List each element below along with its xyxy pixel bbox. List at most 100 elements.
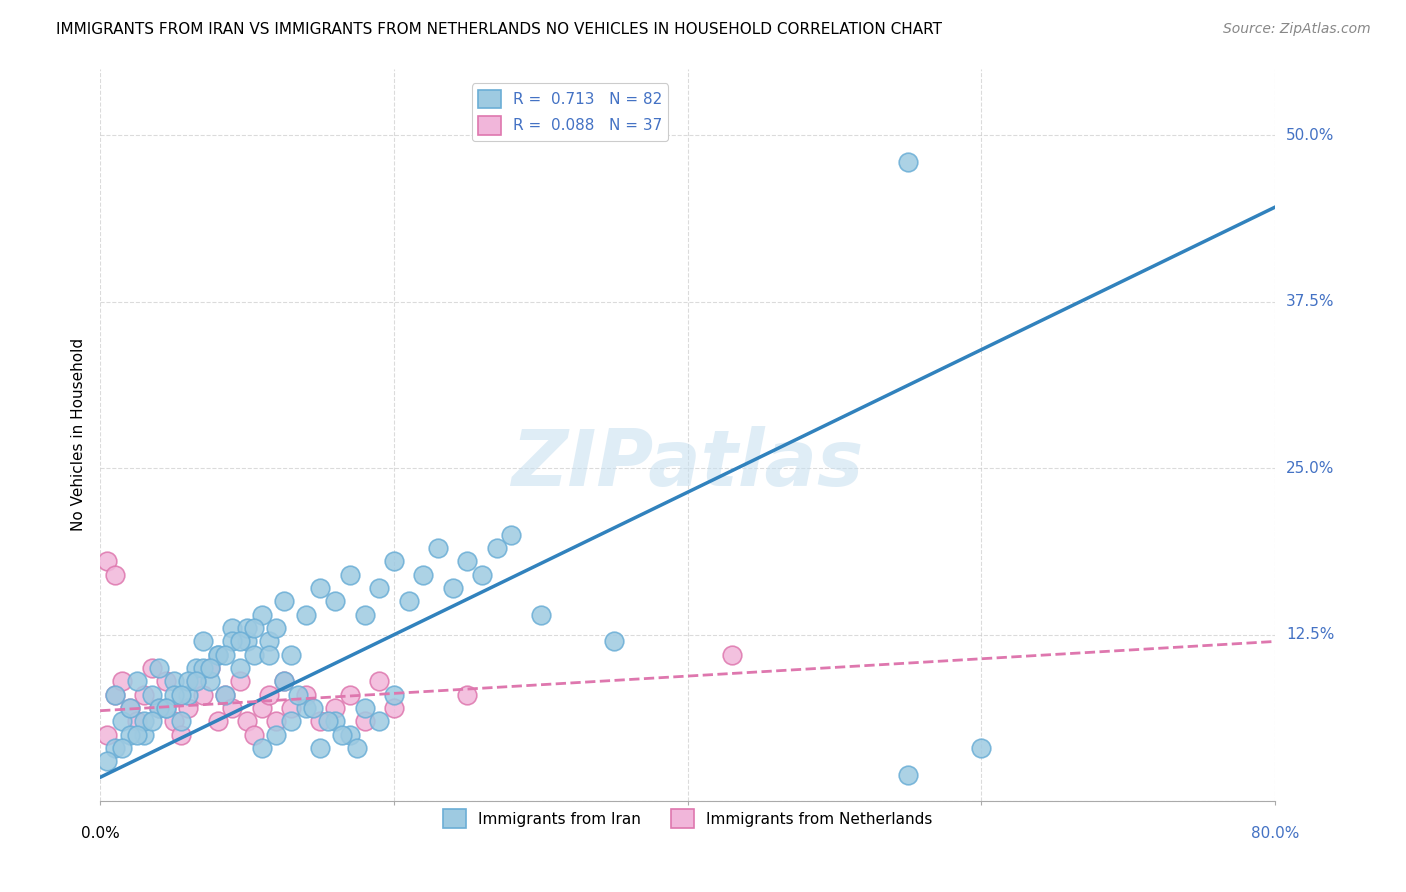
Point bbox=[382, 554, 405, 568]
Point bbox=[177, 688, 200, 702]
Point bbox=[236, 621, 259, 635]
Point bbox=[214, 648, 236, 662]
Point bbox=[339, 688, 361, 702]
Point bbox=[125, 728, 148, 742]
Point bbox=[501, 528, 523, 542]
Point bbox=[353, 714, 375, 729]
Point bbox=[207, 648, 229, 662]
Point bbox=[257, 634, 280, 648]
Point bbox=[280, 648, 302, 662]
Point bbox=[184, 674, 207, 689]
Point bbox=[141, 714, 163, 729]
Point bbox=[332, 728, 354, 742]
Point bbox=[236, 634, 259, 648]
Point bbox=[273, 674, 295, 689]
Text: 25.0%: 25.0% bbox=[1286, 461, 1334, 475]
Point bbox=[162, 714, 184, 729]
Point bbox=[155, 701, 177, 715]
Point bbox=[398, 594, 420, 608]
Point bbox=[302, 701, 325, 715]
Y-axis label: No Vehicles in Household: No Vehicles in Household bbox=[72, 338, 86, 532]
Point bbox=[104, 741, 127, 756]
Point bbox=[148, 701, 170, 715]
Point bbox=[96, 728, 118, 742]
Point bbox=[228, 661, 250, 675]
Point bbox=[162, 674, 184, 689]
Point bbox=[287, 688, 309, 702]
Text: 37.5%: 37.5% bbox=[1286, 294, 1334, 310]
Point bbox=[323, 594, 346, 608]
Point bbox=[221, 701, 243, 715]
Point bbox=[339, 728, 361, 742]
Point bbox=[250, 741, 273, 756]
Point bbox=[257, 648, 280, 662]
Text: ZIPatlas: ZIPatlas bbox=[512, 426, 863, 502]
Point bbox=[118, 728, 141, 742]
Point bbox=[148, 701, 170, 715]
Point bbox=[323, 714, 346, 729]
Point bbox=[236, 714, 259, 729]
Point bbox=[111, 741, 134, 756]
Point bbox=[897, 154, 920, 169]
Point bbox=[170, 714, 193, 729]
Point bbox=[228, 674, 250, 689]
Point bbox=[134, 714, 156, 729]
Point bbox=[368, 714, 391, 729]
Point bbox=[191, 688, 214, 702]
Point bbox=[280, 701, 302, 715]
Point bbox=[250, 607, 273, 622]
Point bbox=[134, 728, 156, 742]
Point bbox=[200, 661, 222, 675]
Point bbox=[96, 554, 118, 568]
Point bbox=[221, 634, 243, 648]
Point bbox=[720, 648, 742, 662]
Point bbox=[382, 701, 405, 715]
Point bbox=[243, 648, 266, 662]
Point bbox=[346, 741, 368, 756]
Point bbox=[184, 661, 207, 675]
Point bbox=[368, 581, 391, 595]
Point bbox=[111, 714, 134, 729]
Point bbox=[471, 567, 494, 582]
Legend: Immigrants from Iran, Immigrants from Netherlands: Immigrants from Iran, Immigrants from Ne… bbox=[436, 803, 939, 834]
Point bbox=[257, 688, 280, 702]
Point bbox=[309, 714, 332, 729]
Point bbox=[104, 688, 127, 702]
Point bbox=[141, 661, 163, 675]
Point bbox=[155, 674, 177, 689]
Point bbox=[309, 581, 332, 595]
Point bbox=[294, 688, 316, 702]
Point bbox=[221, 621, 243, 635]
Point bbox=[118, 701, 141, 715]
Point bbox=[382, 688, 405, 702]
Point bbox=[426, 541, 449, 556]
Text: 80.0%: 80.0% bbox=[1251, 826, 1299, 841]
Point bbox=[530, 607, 553, 622]
Point bbox=[200, 661, 222, 675]
Point bbox=[228, 634, 250, 648]
Point bbox=[125, 674, 148, 689]
Text: 0.0%: 0.0% bbox=[80, 826, 120, 841]
Text: IMMIGRANTS FROM IRAN VS IMMIGRANTS FROM NETHERLANDS NO VEHICLES IN HOUSEHOLD COR: IMMIGRANTS FROM IRAN VS IMMIGRANTS FROM … bbox=[56, 22, 942, 37]
Point bbox=[353, 607, 375, 622]
Point bbox=[118, 701, 141, 715]
Point bbox=[104, 688, 127, 702]
Point bbox=[266, 728, 288, 742]
Point bbox=[970, 741, 993, 756]
Point bbox=[111, 674, 134, 689]
Text: Source: ZipAtlas.com: Source: ZipAtlas.com bbox=[1223, 22, 1371, 37]
Point bbox=[207, 714, 229, 729]
Point bbox=[266, 714, 288, 729]
Point bbox=[184, 674, 207, 689]
Point bbox=[214, 688, 236, 702]
Point bbox=[353, 701, 375, 715]
Point bbox=[485, 541, 508, 556]
Point bbox=[897, 767, 920, 781]
Point bbox=[339, 567, 361, 582]
Point bbox=[148, 661, 170, 675]
Point bbox=[412, 567, 434, 582]
Point bbox=[273, 674, 295, 689]
Point bbox=[603, 634, 626, 648]
Point bbox=[155, 701, 177, 715]
Point bbox=[266, 621, 288, 635]
